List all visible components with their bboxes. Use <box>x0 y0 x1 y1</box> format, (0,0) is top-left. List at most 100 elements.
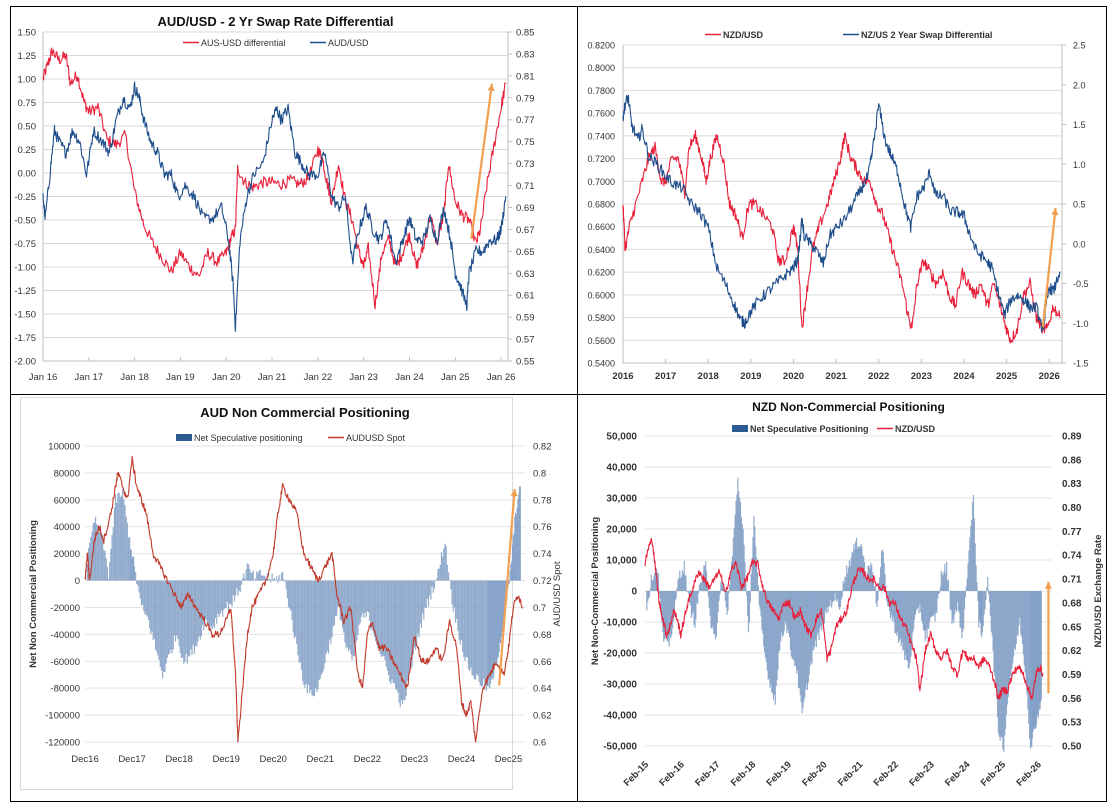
position-bar <box>422 580 424 614</box>
position-bar <box>847 567 850 591</box>
position-bar <box>329 580 331 640</box>
position-bar <box>891 591 893 622</box>
y-right-tick-label: 0.80 <box>1062 503 1082 514</box>
position-bar <box>398 580 400 703</box>
y-left-tick-label: -120000 <box>45 738 80 749</box>
position-bar <box>224 580 226 609</box>
y-left-tick-label: -40,000 <box>603 711 637 722</box>
x-tick-label: 2024 <box>953 371 975 382</box>
position-bar <box>383 580 385 657</box>
position-bar <box>680 578 682 591</box>
position-bar <box>839 591 842 608</box>
position-bar <box>442 556 444 581</box>
position-bar <box>476 580 478 675</box>
position-bar <box>751 557 753 591</box>
position-bar <box>1015 591 1017 645</box>
position-bar <box>907 591 909 669</box>
y-left-tick-label: 0.6400 <box>587 245 615 255</box>
position-bar <box>824 591 826 611</box>
position-bar <box>413 580 416 648</box>
position-bar <box>125 516 127 581</box>
position-bar <box>287 580 290 607</box>
y-right-tick-label: 0.57 <box>516 335 535 346</box>
position-bar <box>466 580 468 658</box>
position-bar <box>683 560 685 591</box>
position-bar <box>747 591 750 633</box>
position-bar <box>932 591 934 617</box>
outer-frame <box>10 6 1107 802</box>
position-bar <box>793 591 795 662</box>
position-bar <box>206 580 208 625</box>
position-bar <box>971 502 974 591</box>
position-bar <box>664 591 667 637</box>
position-bar <box>378 580 380 649</box>
position-bar <box>674 591 676 601</box>
y-left-tick-label: -80000 <box>50 684 80 695</box>
x-tick-label: Feb-24 <box>943 759 973 789</box>
position-bar <box>968 550 970 591</box>
position-bar <box>483 580 485 680</box>
position-bar <box>217 580 219 614</box>
position-bar <box>89 542 91 581</box>
position-bar <box>863 561 866 591</box>
position-bar <box>784 591 786 622</box>
position-bar <box>144 580 146 615</box>
position-bar <box>864 571 867 591</box>
position-bar <box>988 591 991 603</box>
position-bar <box>242 578 244 581</box>
position-bar <box>922 591 925 631</box>
position-bar <box>662 591 664 633</box>
position-bar <box>756 571 759 591</box>
position-bar <box>1004 591 1007 729</box>
position-bar <box>883 562 885 591</box>
position-bar <box>517 499 519 581</box>
position-bar <box>949 591 951 610</box>
y-right-tick-label: 0.50 <box>1062 742 1082 753</box>
y-left-tick-label: -40000 <box>50 630 80 641</box>
position-bar <box>205 580 207 620</box>
position-bar <box>1010 591 1012 676</box>
position-bar <box>717 591 719 613</box>
position-bar <box>223 580 225 610</box>
position-bar <box>772 591 774 694</box>
position-bar <box>983 591 985 615</box>
position-bar <box>343 580 345 633</box>
position-bar <box>672 591 675 621</box>
position-bar <box>1021 591 1023 638</box>
legend-label: NZD/USD <box>895 424 935 434</box>
position-bar <box>431 580 433 587</box>
position-bar <box>781 591 784 637</box>
y-right-tick-label: 0.64 <box>533 684 552 695</box>
position-bar <box>143 580 145 611</box>
position-bar <box>974 543 976 591</box>
position-bar <box>664 591 666 640</box>
position-bar <box>86 563 88 581</box>
y-left-tick-label: -1.25 <box>14 286 36 297</box>
position-bar <box>696 591 698 603</box>
y-left-tick-label: 40000 <box>54 522 80 533</box>
position-bar <box>930 591 932 618</box>
position-bar <box>757 585 759 591</box>
position-bar <box>685 575 687 591</box>
y-left-tick-label: 10,000 <box>606 556 637 567</box>
position-bar <box>367 580 370 613</box>
position-bar <box>467 580 470 670</box>
position-bar <box>279 579 281 581</box>
position-bar <box>282 571 284 581</box>
position-bar <box>1008 591 1010 684</box>
position-bar <box>124 505 126 581</box>
position-bar <box>134 572 137 581</box>
position-bar <box>416 580 418 645</box>
position-bar <box>671 591 673 635</box>
position-bar <box>872 578 875 591</box>
position-bar <box>698 584 701 591</box>
position-bar <box>936 591 938 614</box>
y-left-tick-label: 1.50 <box>18 28 37 39</box>
position-bar <box>264 576 266 581</box>
position-bar <box>298 580 300 664</box>
x-tick-label: 2021 <box>826 371 848 382</box>
position-bar <box>132 556 134 581</box>
x-tick-label: Dec17 <box>118 754 145 765</box>
legend-swatch <box>176 434 192 441</box>
position-bar <box>958 591 960 613</box>
